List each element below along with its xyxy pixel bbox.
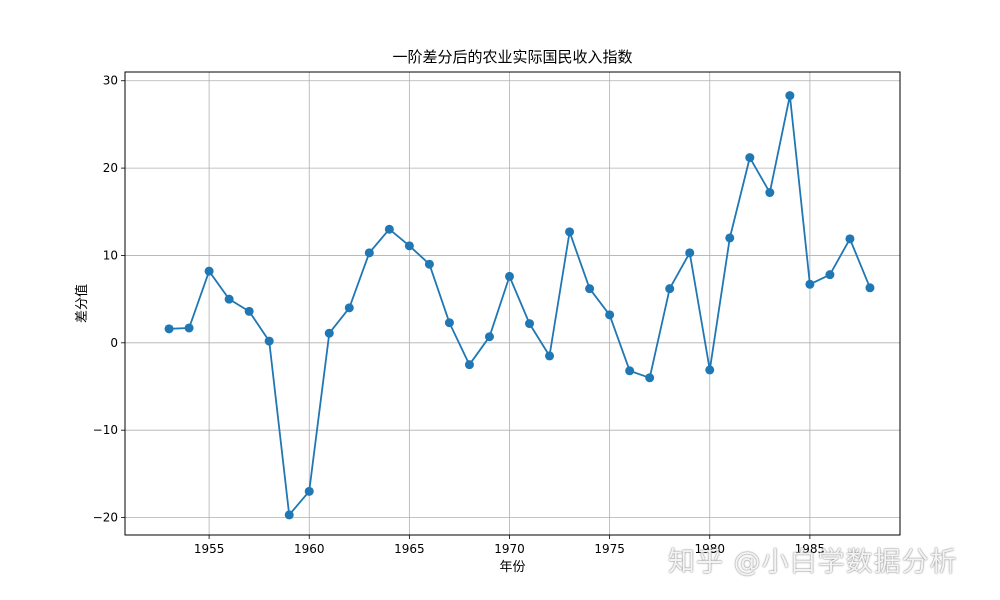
data-point — [525, 319, 535, 329]
watermark: 知乎 @小白学数据分析 — [668, 547, 958, 578]
series-line — [169, 94, 871, 516]
data-point — [625, 366, 635, 376]
data-point — [224, 294, 234, 304]
x-tick-label: 1970 — [494, 542, 525, 556]
data-point — [184, 323, 194, 333]
data-point — [264, 336, 274, 346]
data-point — [785, 91, 795, 101]
x-axis-label: 年份 — [499, 560, 525, 575]
data-point — [765, 188, 775, 198]
y-tick-label: 0 — [110, 336, 118, 350]
data-point — [384, 224, 394, 234]
y-tick-label: −20 — [93, 511, 118, 525]
x-tick-label: 1955 — [194, 542, 225, 556]
x-tick-label: 1965 — [394, 542, 425, 556]
y-tick-label: 20 — [103, 161, 118, 175]
plot-frame — [124, 71, 901, 536]
data-point — [745, 153, 755, 163]
data-point — [484, 332, 494, 342]
data-point — [705, 365, 715, 375]
data-point — [865, 283, 875, 293]
data-point — [725, 233, 735, 243]
data-point — [585, 284, 595, 294]
y-axis: −20 −10 0 10 20 30 — [93, 74, 125, 525]
data-point — [284, 510, 294, 520]
y-tick-label: 30 — [103, 74, 118, 88]
data-point — [404, 241, 414, 251]
data-point — [605, 310, 615, 320]
data-point — [545, 351, 555, 361]
data-point — [324, 328, 334, 338]
data-point — [565, 227, 575, 237]
data-point — [304, 486, 314, 496]
x-tick-label: 1975 — [594, 542, 625, 556]
data-point — [344, 303, 354, 313]
data-point — [685, 248, 695, 258]
data-point — [464, 360, 474, 370]
plot-area — [125, 72, 900, 535]
y-axis-label: 差分值 — [74, 284, 90, 323]
data-point — [444, 318, 454, 328]
series-group — [164, 91, 875, 520]
x-axis: 1955 1960 1965 1970 1975 1980 1985 — [194, 535, 825, 556]
data-point — [845, 234, 855, 244]
chart-title: 一阶差分后的农业实际国民收入指数 — [392, 48, 632, 66]
grid-lines — [125, 72, 900, 535]
data-point — [825, 270, 835, 280]
x-tick-label: 1960 — [294, 542, 325, 556]
data-point — [504, 271, 514, 281]
x-tick-label: 1980 — [694, 542, 725, 556]
y-tick-label: −10 — [93, 423, 118, 437]
data-point — [204, 266, 214, 276]
y-tick-label: 10 — [103, 248, 118, 262]
data-point — [364, 248, 374, 258]
data-point — [645, 373, 655, 383]
data-point — [665, 284, 675, 294]
data-point — [424, 259, 434, 269]
data-point — [164, 324, 174, 334]
data-point — [244, 306, 254, 316]
x-tick-label: 1985 — [795, 542, 826, 556]
data-point — [805, 279, 815, 289]
